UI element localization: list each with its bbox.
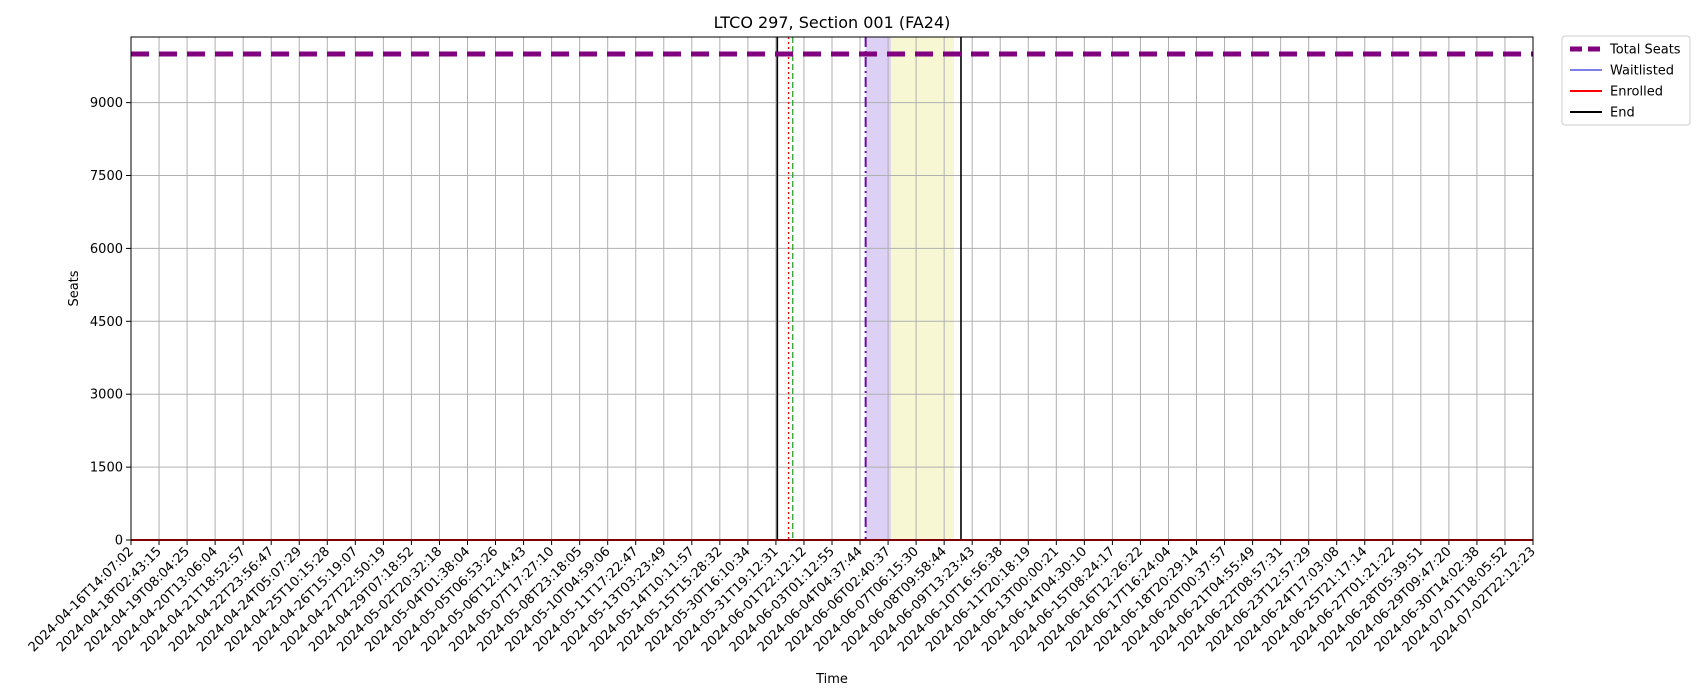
y-tick-label: 0 <box>115 534 123 549</box>
shaded-region-2 <box>890 37 954 540</box>
legend-box <box>1561 35 1691 126</box>
y-tick-label: 6000 <box>90 242 123 257</box>
chart-title: LTCO 297, Section 001 (FA24) <box>714 13 951 32</box>
legend-label: Waitlisted <box>1610 64 1674 79</box>
y-axis-label: Seats <box>67 270 82 306</box>
shaded-region-1 <box>865 37 891 540</box>
y-tick-label: 4500 <box>90 315 123 330</box>
y-tick-label: 7500 <box>90 169 123 184</box>
y-tick-label: 3000 <box>90 388 123 403</box>
legend-label: Total Seats <box>1609 43 1681 58</box>
y-tick-label: 9000 <box>90 96 123 111</box>
legend-label: Enrolled <box>1610 85 1663 100</box>
y-tick-label: 1500 <box>90 461 123 476</box>
legend: Total Seats Waitlisted Enrolled End <box>1561 35 1691 126</box>
legend-label: End <box>1610 106 1635 121</box>
x-axis-label: Time <box>815 672 848 687</box>
